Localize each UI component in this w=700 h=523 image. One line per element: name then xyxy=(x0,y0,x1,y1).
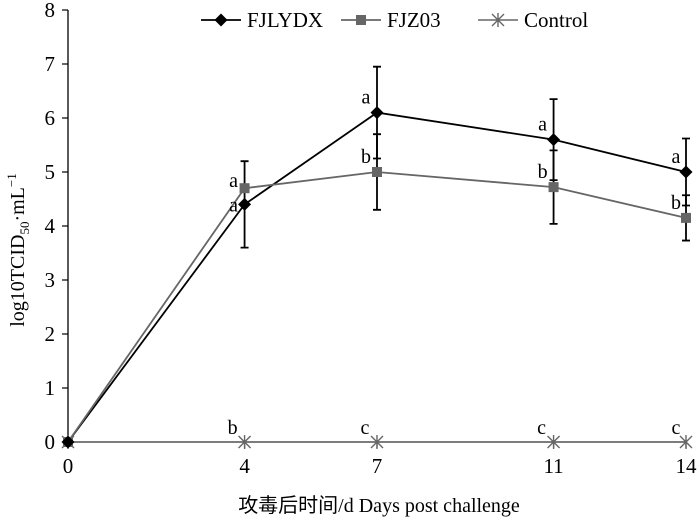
significance-label-fjz03: a xyxy=(229,170,238,192)
y-tick-label: 2 xyxy=(45,322,56,346)
series-markers xyxy=(61,106,693,449)
significance-label-control: c xyxy=(537,417,546,439)
legend-marker-control xyxy=(491,13,505,27)
legend-label-fjz03: FJZ03 xyxy=(387,8,441,32)
y-tick-label: 3 xyxy=(45,268,56,292)
x-tick-label: 7 xyxy=(372,454,383,478)
legend-marker-fjz03 xyxy=(356,15,366,25)
legend-label-control: Control xyxy=(524,8,588,32)
data-point-fjlydx xyxy=(61,435,75,449)
data-point-fjz03 xyxy=(681,212,691,223)
significance-label-fjlydx: a xyxy=(672,146,681,168)
y-axis-label-dot: · xyxy=(7,215,29,222)
data-point-control xyxy=(679,435,693,449)
y-tick-label: 7 xyxy=(45,52,56,76)
x-tick-label: 4 xyxy=(239,454,250,478)
data-point-control xyxy=(370,435,384,449)
y-tick-label: 8 xyxy=(45,0,56,22)
series-line-fjz03 xyxy=(67,171,687,443)
x-tick-label: 14 xyxy=(676,454,698,478)
legend-marker-fjlydx xyxy=(214,13,228,27)
data-point-fjz03 xyxy=(239,183,250,194)
axes: 0 1 2 3 4 5 6 7 8 0 4 7 11 14 xyxy=(45,0,698,478)
y-axis-label: log10TCID50·mL−1 xyxy=(4,173,32,327)
x-axis-label: 攻毒后时间/d Days post challenge xyxy=(238,494,520,517)
y-axis-label-unit: mL xyxy=(7,187,29,215)
significance-label-fjz03: b xyxy=(361,146,371,168)
y-tick-label: 4 xyxy=(45,214,56,238)
y-axis-label-main: log10TCID xyxy=(7,235,29,327)
significance-label-fjz03: b xyxy=(671,192,681,214)
data-point-control xyxy=(238,435,252,449)
significance-label-control: b xyxy=(228,417,238,439)
y-axis-label-subscript: 50 xyxy=(17,222,32,235)
data-point-fjlydx xyxy=(547,133,561,147)
y-tick-label: 6 xyxy=(45,106,56,130)
significance-label-fjlydx: a xyxy=(362,87,371,109)
y-axis-label-superscript: −1 xyxy=(4,173,19,187)
data-point-fjlydx xyxy=(679,165,693,179)
significance-label-control: c xyxy=(672,417,681,439)
data-point-fjz03 xyxy=(372,167,382,177)
significance-label-fjlydx: a xyxy=(538,114,547,136)
x-tick-label: 0 xyxy=(63,454,74,478)
data-point-fjlydx xyxy=(238,197,252,211)
y-tick-label: 0 xyxy=(45,430,56,454)
significance-label-control: c xyxy=(361,417,370,439)
legend-label-fjlydx: FJLYDX xyxy=(247,8,323,32)
data-point-control xyxy=(547,435,561,449)
x-tick-label: 11 xyxy=(543,454,563,478)
significance-label-fjlydx: a xyxy=(229,194,238,216)
legend: FJLYDX FJZ03 Control xyxy=(201,8,588,32)
y-tick-label: 1 xyxy=(45,376,56,400)
data-point-fjlydx xyxy=(370,106,384,120)
data-point-fjz03 xyxy=(548,182,559,193)
significance-label-fjz03: b xyxy=(538,161,548,183)
y-tick-label: 5 xyxy=(45,160,56,184)
